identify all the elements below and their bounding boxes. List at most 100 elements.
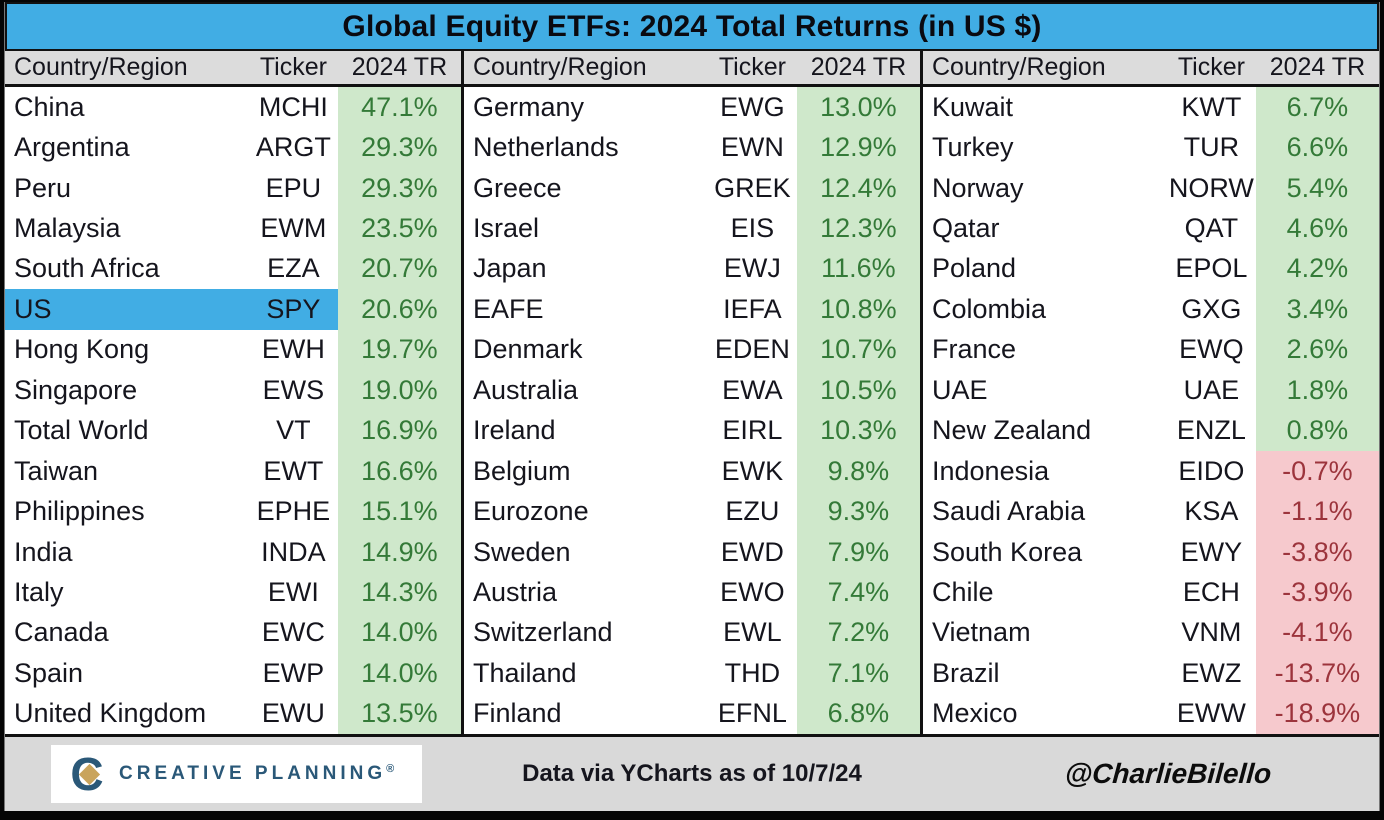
- table-row: Saudi Arabia KSA -1.1%: [923, 491, 1379, 532]
- return-cell: -18.9%: [1255, 693, 1379, 734]
- return-cell: 3.4%: [1255, 289, 1379, 330]
- table-row: Kuwait KWT 6.7%: [923, 87, 1379, 128]
- data-source-note: Data via YCharts as of 10/7/24: [522, 760, 862, 787]
- country-cell: Germany: [473, 91, 585, 122]
- title-bar: Global Equity ETFs: 2024 Total Returns (…: [5, 2, 1379, 51]
- ticker-cell: EZU: [725, 496, 780, 527]
- table-row: Italy EWI 14.3%: [5, 572, 461, 613]
- ticker-cell: IEFA: [723, 293, 782, 324]
- return-cell: 14.0%: [337, 653, 461, 694]
- country-cell: Singapore: [14, 374, 138, 405]
- table-row: France EWQ 2.6%: [923, 329, 1379, 371]
- return-cell: 29.3%: [337, 127, 461, 168]
- country-cell: Turkey: [932, 132, 1014, 163]
- return-cell: 12.3%: [796, 208, 920, 249]
- table-row: Australia EWA 10.5%: [464, 370, 920, 411]
- return-cell: 4.2%: [1255, 248, 1379, 290]
- country-cell: Philippines: [14, 496, 145, 527]
- table-group-3: Country/Region Ticker 2024 TR Kuwait KWT 6…: [920, 51, 1379, 734]
- ticker-cell: GXG: [1181, 293, 1242, 324]
- country-cell: Sweden: [473, 536, 571, 567]
- ticker-cell: UAE: [1183, 374, 1240, 405]
- table-row: Greece GREK 12.4%: [464, 167, 920, 209]
- table-row: Vietnam VNM -4.1%: [923, 612, 1379, 654]
- ticker-cell: EIDO: [1178, 455, 1245, 486]
- ticker-cell: EWP: [262, 657, 325, 688]
- country-cell: Total World: [14, 415, 149, 446]
- table-row: Belgium EWK 9.8%: [464, 450, 920, 492]
- country-cell: Norway: [932, 172, 1024, 203]
- country-cell: Kuwait: [932, 91, 1014, 122]
- table-row: Colombia GXG 3.4%: [923, 289, 1379, 330]
- ticker-cell: EWA: [722, 374, 783, 405]
- table-row: Sweden EWD 7.9%: [464, 531, 920, 573]
- ticker-cell: EWT: [263, 455, 324, 486]
- ticker-cell: GREK: [714, 172, 791, 203]
- ticker-cell: EWG: [720, 91, 785, 122]
- page-title: Global Equity ETFs: 2024 Total Returns (…: [342, 9, 1042, 43]
- col-header-country: Country/Region: [14, 53, 188, 81]
- country-cell: Israel: [473, 213, 540, 244]
- return-cell: 12.4%: [796, 167, 920, 209]
- return-cell: 6.7%: [1255, 87, 1379, 128]
- return-cell: 6.6%: [1255, 127, 1379, 168]
- ticker-cell: EPOL: [1175, 253, 1248, 284]
- return-cell: -4.1%: [1255, 612, 1379, 654]
- return-cell: 10.7%: [796, 329, 920, 371]
- ticker-cell: MCHI: [258, 91, 328, 122]
- country-cell: US: [5, 289, 249, 330]
- group-1-rows: China MCHI 47.1% Argentina ARGT 29.3% Peru EPU 2…: [5, 87, 461, 734]
- ticker-cell: EPU: [265, 172, 322, 203]
- return-cell: 6.8%: [796, 693, 920, 734]
- return-cell: 20.7%: [337, 248, 461, 290]
- table-row: Eurozone EZU 9.3%: [464, 491, 920, 532]
- table-row: Spain EWP 14.0%: [5, 653, 461, 694]
- group-3-header: Country/Region Ticker 2024 TR: [923, 51, 1379, 87]
- ticker-cell: EWU: [261, 698, 325, 729]
- country-cell: New Zealand: [932, 415, 1092, 446]
- return-cell: 7.1%: [796, 653, 920, 694]
- return-cell: 10.5%: [796, 370, 920, 411]
- table-card: Global Equity ETFs: 2024 Total Returns (…: [4, 2, 1380, 811]
- return-cell: -13.7%: [1255, 653, 1379, 694]
- return-cell: 10.8%: [796, 289, 920, 330]
- col-header-return: 2024 TR: [810, 53, 907, 81]
- return-cell: -3.8%: [1255, 531, 1379, 573]
- col-header-ticker: Ticker: [259, 53, 327, 81]
- table-row: New Zealand ENZL 0.8%: [923, 410, 1379, 451]
- country-cell: Qatar: [932, 213, 1000, 244]
- ticker-cell: QAT: [1184, 213, 1239, 244]
- table-row: Israel EIS 12.3%: [464, 208, 920, 249]
- ticker-cell: ECH: [1182, 576, 1240, 607]
- ticker-cell: EWK: [721, 455, 784, 486]
- country-cell: United Kingdom: [14, 698, 207, 729]
- group-1-header: Country/Region Ticker 2024 TR: [5, 51, 461, 87]
- return-cell: 10.3%: [796, 410, 920, 451]
- country-cell: Switzerland: [473, 617, 613, 648]
- table-row: Denmark EDEN 10.7%: [464, 329, 920, 371]
- return-cell: 9.3%: [796, 491, 920, 532]
- table-row: Turkey TUR 6.6%: [923, 127, 1379, 168]
- ticker-cell: KWT: [1181, 91, 1242, 122]
- country-cell: Thailand: [473, 657, 577, 688]
- table-row: Ireland EIRL 10.3%: [464, 410, 920, 451]
- return-cell: 2.6%: [1255, 329, 1379, 371]
- ticker-cell: EDEN: [714, 334, 790, 365]
- ticker-cell: EWW: [1176, 698, 1246, 729]
- return-cell: 23.5%: [337, 208, 461, 249]
- country-cell: EAFE: [473, 293, 544, 324]
- table-row: Qatar QAT 4.6%: [923, 208, 1379, 249]
- return-cell: 11.6%: [796, 248, 920, 290]
- table-row: Thailand THD 7.1%: [464, 653, 920, 694]
- ticker-cell: TUR: [1183, 132, 1240, 163]
- col-header-ticker: Ticker: [1177, 53, 1245, 81]
- group-2-rows: Germany EWG 13.0% Netherlands EWN 12.9% Greece…: [464, 87, 920, 734]
- table-row: Malaysia EWM 23.5%: [5, 208, 461, 249]
- ticker-cell: EWI: [267, 576, 319, 607]
- ticker-cell: EIS: [730, 213, 775, 244]
- country-cell: Mexico: [932, 698, 1018, 729]
- creative-planning-logo: C CREATIVE PLANNING®: [51, 745, 423, 803]
- table-row: UAE UAE 1.8%: [923, 370, 1379, 411]
- return-cell: 7.4%: [796, 572, 920, 613]
- table-row: India INDA 14.9%: [5, 531, 461, 573]
